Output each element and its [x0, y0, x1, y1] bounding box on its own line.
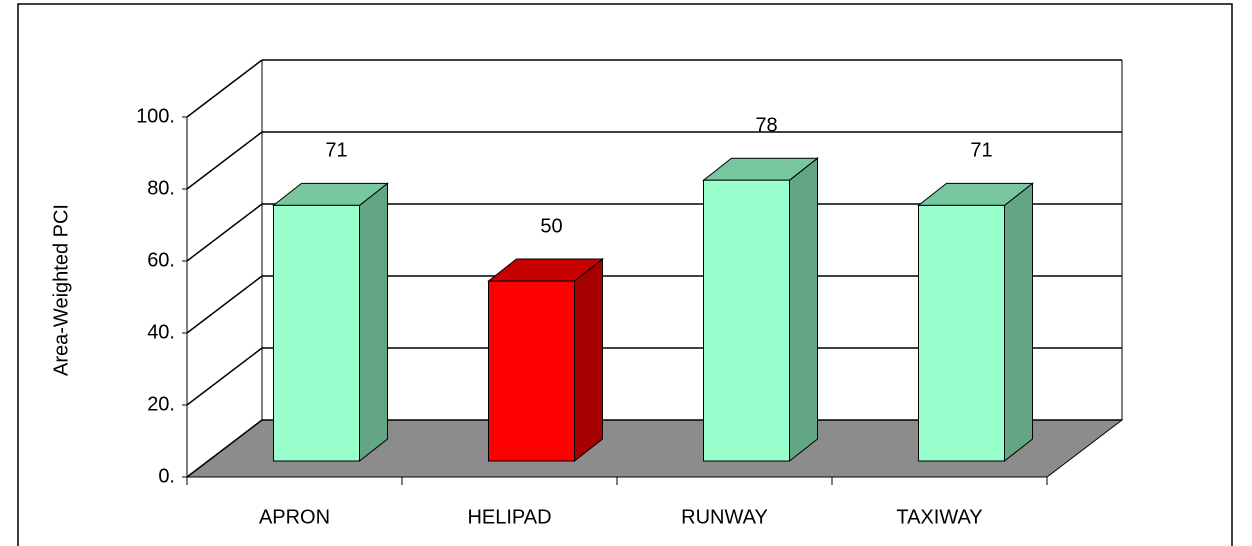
value-label: 50 [540, 215, 562, 237]
bar-side [359, 182, 388, 463]
grid-line [186, 59, 263, 118]
grid-line [186, 131, 263, 190]
y-tick-label: 80. [147, 177, 175, 199]
bar [273, 204, 360, 462]
bar [488, 280, 575, 462]
bar-side [789, 157, 818, 463]
y-tick-label: 40. [147, 321, 175, 343]
grid-line [186, 203, 263, 262]
y-tick-label: 100. [136, 105, 175, 127]
x-tick-label: TAXIWAY [896, 506, 982, 528]
value-label: 71 [325, 140, 347, 162]
y-axis-label: Area-Weighted PCI [50, 204, 72, 376]
x-tick-label: RUNWAY [681, 506, 768, 528]
grid-line [186, 275, 263, 334]
x-tick-label: APRON [259, 506, 330, 528]
grid-line [186, 347, 263, 406]
y-tick-label: 20. [147, 393, 175, 415]
y-tick-label: 0. [158, 465, 175, 487]
value-label: 71 [970, 140, 992, 162]
bar [703, 179, 790, 462]
grid-line [186, 419, 263, 478]
y-tick-label: 60. [147, 249, 175, 271]
bar [918, 204, 1005, 462]
bar-side [574, 257, 603, 463]
x-tick-label: HELIPAD [467, 506, 551, 528]
value-label: 78 [755, 114, 777, 136]
frame [17, 3, 1233, 546]
bar-side [1004, 182, 1033, 463]
